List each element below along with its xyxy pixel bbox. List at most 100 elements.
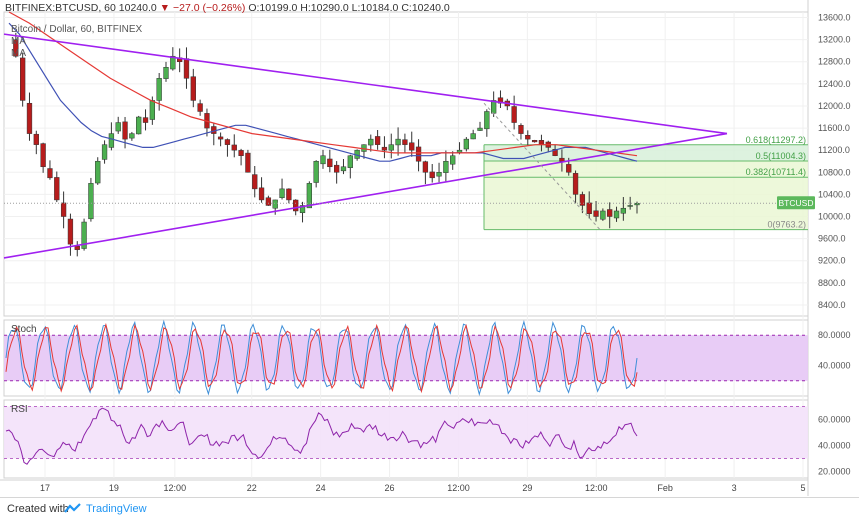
candle-body [552, 149, 558, 156]
candle-body [525, 135, 531, 140]
legend-ma-1[interactable]: MA [11, 36, 26, 47]
candle-body [163, 67, 169, 79]
price-tick-label: 13200.0 [818, 35, 851, 45]
fib-level-label: 0.382(10711.4) [746, 167, 806, 177]
candle-body [122, 121, 128, 140]
candle-body [477, 127, 483, 131]
price-tick-label: 10000.0 [818, 212, 851, 222]
candle-body [13, 39, 19, 57]
price-tick-label: 10400.0 [818, 189, 851, 199]
stoch-k-line [5, 319, 638, 397]
price-tick-label: 9200.0 [818, 256, 846, 266]
time-tick-label: 12:00 [447, 483, 470, 493]
high-value: H:10290.0 [300, 2, 349, 14]
candle-body [484, 111, 490, 130]
candle-body [115, 122, 121, 132]
candle-body [429, 171, 435, 179]
candle-body [620, 207, 626, 214]
candle-body [156, 78, 162, 101]
fib-level-label: 0.618(11297.2) [746, 135, 806, 145]
candle-body [149, 100, 155, 120]
stoch-label: Stoch [11, 324, 37, 335]
candle-body [258, 187, 265, 201]
time-tick-label: 19 [109, 483, 119, 493]
candle-body [279, 188, 285, 198]
price-tick-label: 12800.0 [818, 57, 851, 67]
candle-body [579, 194, 586, 206]
candle-body [252, 174, 258, 190]
candle-body [217, 136, 224, 140]
candle-body [327, 158, 333, 168]
stoch-d-line [5, 322, 638, 394]
candle-body [47, 168, 53, 179]
candle-body [456, 149, 463, 153]
candle-body [293, 199, 299, 212]
candle-body [340, 166, 347, 172]
candle-body [306, 183, 312, 209]
tradingview-link[interactable]: TradingView [86, 503, 147, 515]
price-tick-label: 10800.0 [818, 167, 851, 177]
rsi-band [4, 406, 808, 459]
chart-canvas[interactable]: 17 19 12:00 22 24 26 12:00 29 12:00 Feb 3 5 13600.0 1… [0, 0, 859, 497]
open-value: O:10199.0 [248, 2, 298, 14]
candle-body [593, 210, 599, 217]
candle-body [129, 133, 135, 139]
candle-body [40, 143, 46, 168]
tradingview-logo-icon [64, 503, 81, 513]
rsi-line [5, 407, 638, 465]
time-tick-label: 5 [800, 483, 805, 493]
candle-body [600, 210, 606, 220]
ma-slow-line [8, 11, 638, 157]
candle-body [231, 144, 237, 151]
candle-body [54, 177, 60, 201]
candle-body [463, 138, 469, 150]
candle-body [566, 164, 572, 173]
candle-body [415, 146, 422, 162]
close-value: C:10240.0 [401, 2, 450, 14]
candle-body [101, 144, 108, 160]
footer: Created with TradingView [0, 497, 859, 521]
candle-body [190, 76, 196, 101]
candle-body [443, 160, 449, 173]
candle-body [395, 138, 401, 146]
candle-body [299, 205, 306, 214]
rsi-label: RSI [11, 404, 28, 415]
price-tick-label: 8400.0 [818, 300, 846, 310]
rsi-tick-label: 40.0000 [818, 441, 851, 451]
candle-body [368, 138, 374, 146]
price-tick-label: 11200.0 [818, 145, 850, 155]
candle-body [142, 117, 149, 123]
candle-body [422, 161, 429, 173]
legend-ma-2[interactable]: MA [11, 48, 26, 59]
chart-legend-title: Bitcoin / Dollar, 60, BITFINEX [11, 24, 143, 35]
price-tick-label: 11600.0 [818, 123, 850, 133]
candle-body [272, 199, 278, 209]
last-price: 10240.0 [118, 2, 157, 14]
candle-body [402, 139, 408, 145]
ma-fast-line [8, 22, 638, 162]
candle-body [470, 133, 476, 140]
low-value: L:10184.0 [351, 2, 399, 14]
candle-body [286, 188, 292, 201]
candle-body [374, 136, 381, 145]
fib-zone-upper [484, 144, 808, 161]
candle-body [627, 205, 633, 207]
candle-body [74, 245, 80, 250]
price-tick-label: 12000.0 [818, 101, 851, 111]
symbol-name: BITFINEX:BTCUSD, 60 [5, 2, 116, 14]
candle-body [436, 172, 442, 177]
candle-body [33, 133, 39, 145]
time-tick-label: Feb [657, 483, 673, 493]
trendline-lower [3, 132, 728, 259]
candle-body [81, 221, 87, 249]
symbol-badge-bg [777, 196, 815, 210]
symbol-badge: BTCUSD [779, 198, 814, 208]
candle-body [88, 183, 94, 220]
candle-body [518, 125, 524, 134]
time-tick-label: 29 [522, 483, 532, 493]
candle-body [183, 58, 190, 79]
candle-body [238, 150, 244, 156]
candle-body [95, 160, 101, 184]
candle-body [347, 155, 353, 168]
time-tick-label: 12:00 [585, 483, 608, 493]
